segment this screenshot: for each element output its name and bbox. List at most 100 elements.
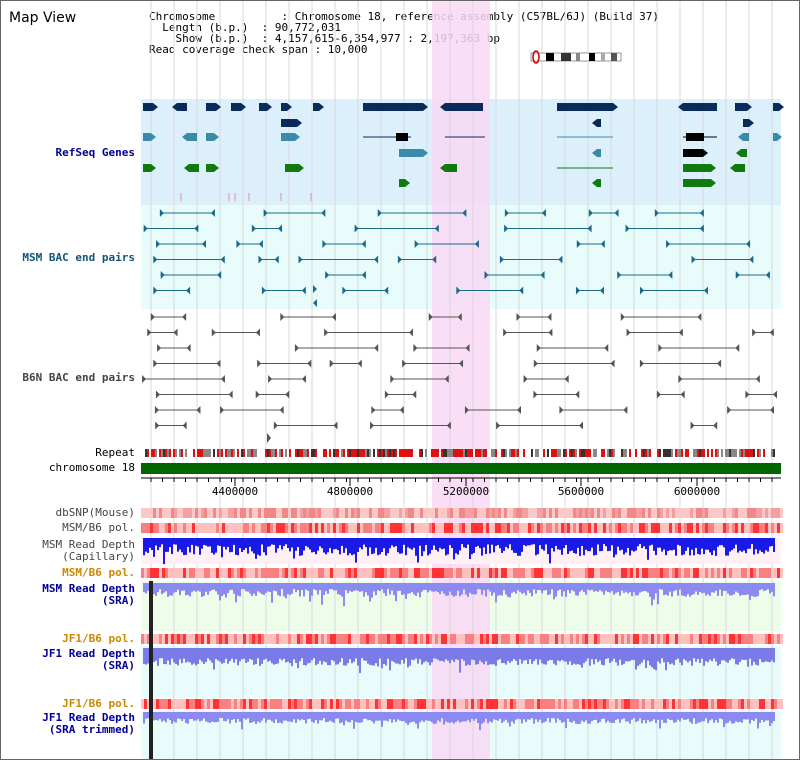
b6n-bac-end (745, 390, 750, 399)
msm-bac-end (691, 255, 696, 264)
msm-pol-cell (198, 523, 201, 533)
b6n-bac-end (533, 359, 538, 368)
jf1-depth-trim-bar (253, 712, 255, 722)
jf1-depth-trim-bar (735, 712, 737, 722)
msm-pol-cell (171, 523, 174, 533)
msm-pol-cell (645, 568, 648, 578)
msm-pol-cell (711, 523, 714, 533)
repeat-segment (753, 449, 755, 457)
jf1-depth-trim-bar (559, 712, 561, 721)
refseq-gene-arrow (440, 164, 445, 172)
jf1-depth-sra-bar (687, 648, 689, 663)
dbsnp-cell (756, 508, 759, 518)
jf1-depth-trim-bar (451, 712, 453, 723)
dbsnp-cell (573, 508, 576, 518)
jf1-pol-cell (177, 634, 180, 644)
jf1-depth-trim-bar (633, 712, 635, 719)
msm-depth-sra-bar (695, 583, 697, 592)
jf1-pol-cell (483, 699, 486, 709)
msm-pol-cell (345, 523, 348, 533)
repeat-segment (395, 449, 397, 457)
msm-depth-cap-bar (161, 538, 163, 545)
msm-depth-sra-bar (545, 583, 547, 591)
dbsnp-cell (690, 508, 693, 518)
b6n-bac-end (402, 359, 407, 368)
repeat-segment (403, 449, 405, 457)
jf1-pol-cell (192, 699, 195, 709)
jf1-depth-sra-bar (657, 648, 659, 662)
msm-depth-sra-bar (765, 583, 767, 591)
msm-depth-cap-bar (637, 538, 639, 547)
jf1-depth-sra-bar (539, 648, 541, 660)
refseq-gene (206, 133, 214, 141)
repeat-segment (449, 449, 451, 457)
repeat-segment (679, 449, 681, 457)
msm-bac-end (600, 240, 605, 248)
jf1-pol-cell (732, 634, 735, 644)
jf1-depth-sra-bar (267, 648, 269, 662)
selected-region-highlight (432, 1, 490, 759)
msm-pol-cell (657, 568, 660, 578)
msm-depth-sra-bar (425, 583, 427, 590)
repeat-segment (447, 449, 449, 457)
msm-pol-cell (303, 523, 306, 533)
refseq-gene (285, 164, 299, 172)
jf1-depth-sra-bar (293, 648, 295, 660)
msm-bac-end (361, 271, 366, 279)
jf1-depth-trim-bar (339, 712, 341, 724)
jf1-pol-cell (465, 634, 468, 644)
jf1-pol-cell (663, 634, 666, 644)
msm-pol-cell (177, 568, 180, 578)
msm-pol-cell (174, 523, 177, 533)
repeat-segment (711, 449, 713, 457)
jf1-depth-sra-bar (663, 648, 665, 663)
repeat-segment (243, 449, 245, 457)
msm-depth-sra-bar (495, 583, 497, 603)
jf1-depth-sra-bar (261, 648, 263, 664)
msm-bac-end (354, 224, 359, 233)
jf1-depth-trim-bar (243, 712, 245, 719)
jf1-pol-cell (183, 634, 186, 644)
jf1-pol-cell (351, 634, 354, 644)
repeat-segment (673, 449, 675, 457)
msm-pol-cell (411, 568, 414, 578)
repeat-segment (761, 449, 763, 457)
msm-depth-cap-bar (269, 538, 271, 547)
msm-depth-cap-bar (321, 538, 323, 549)
jf1-depth-sra-bar (711, 648, 713, 662)
dbsnp-cell (771, 508, 774, 518)
dbsnp-cell (201, 508, 204, 518)
jf1-depth-sra-bar (397, 648, 399, 664)
jf1-depth-sra-bar (451, 648, 453, 660)
jf1-depth-sra-bar (193, 648, 195, 664)
jf1-pol-cell (732, 699, 735, 709)
msm-depth-cap-bar (413, 538, 415, 548)
b6n-bac-end (717, 359, 722, 368)
repeat-segment (207, 449, 209, 457)
jf1-depth-sra-bar (335, 648, 337, 665)
dbsnp-cell (204, 508, 207, 518)
jf1-pol-cell (516, 634, 519, 644)
jf1-depth-trim-bar (711, 712, 713, 720)
msm-depth-sra-bar (325, 583, 327, 592)
jf1-depth-sra-bar (207, 648, 209, 659)
jf1-depth-trim-bar (535, 712, 537, 720)
jf1-depth-trim-bar (713, 712, 715, 723)
jf1-depth-trim-bar (409, 712, 411, 723)
jf1-depth-sra-bar (325, 648, 327, 663)
msm-depth-cap-bar (601, 538, 603, 551)
jf1-depth-sra-bar (311, 648, 313, 661)
jf1-depth-trim-bar (653, 712, 655, 720)
msm-bac-end (765, 271, 770, 279)
repeat-segment (399, 449, 401, 457)
b6n-bac-end (564, 375, 569, 383)
jf1-depth-trim-bar (201, 712, 203, 721)
repeat-segment (247, 449, 249, 457)
jf1-depth-sra-bar (477, 648, 479, 665)
msm-pol-cell (261, 523, 264, 533)
msm-depth-sra-bar (403, 583, 405, 595)
track-label-msm-bac: MSM BAC end pairs (22, 251, 135, 264)
jf1-pol-cell (396, 699, 399, 709)
repeat-segment (409, 449, 411, 457)
